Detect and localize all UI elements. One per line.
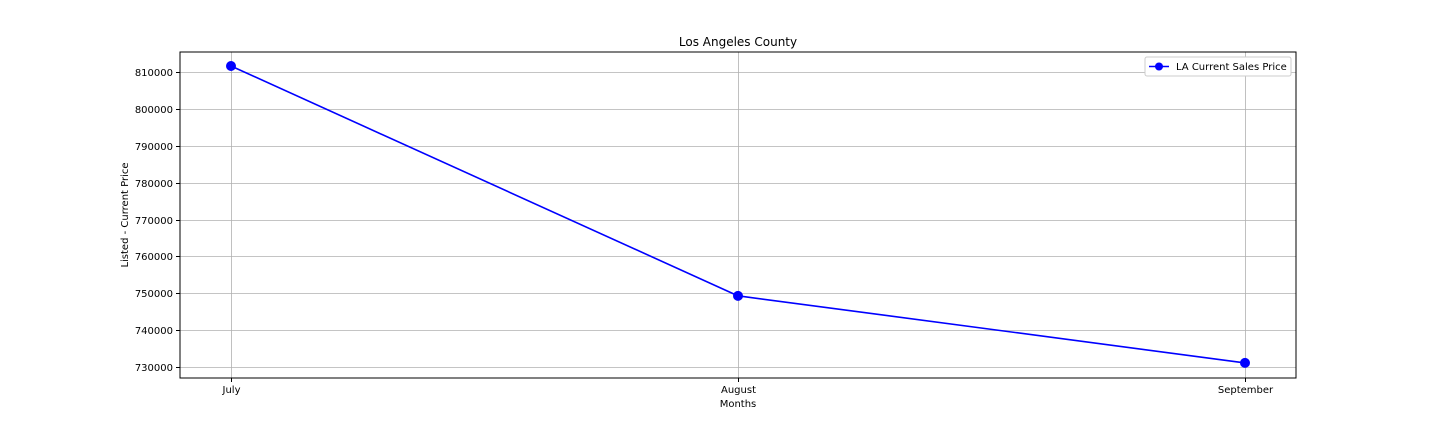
grid — [180, 52, 1296, 378]
y-axis-title: Listed - Current Price — [120, 162, 131, 267]
legend-box — [1144, 56, 1292, 77]
series-line — [230, 65, 1246, 364]
y-tick-label: 810000 — [135, 68, 173, 79]
x-tick-label: August — [721, 385, 756, 396]
x-tick-label: July — [222, 385, 241, 396]
plot-frame — [179, 51, 1297, 379]
data-point — [733, 290, 743, 301]
y-tick-label: 760000 — [135, 252, 173, 263]
x-axis-title: Months — [720, 399, 757, 410]
data-point — [1240, 357, 1250, 368]
x-axis: July August September — [222, 378, 1274, 396]
y-tick-label: 770000 — [135, 216, 173, 227]
data-point — [226, 60, 236, 71]
y-tick-label: 790000 — [135, 142, 173, 153]
y-tick-label: 740000 — [135, 326, 173, 337]
y-tick-label: 730000 — [135, 363, 173, 374]
chart-title: Los Angeles County — [679, 35, 797, 49]
x-tick-label: September — [1218, 385, 1274, 396]
series-layer — [226, 60, 1250, 368]
legend-label: LA Current Sales Price — [1176, 62, 1287, 73]
legend-marker — [1155, 62, 1163, 71]
legend: LA Current Sales Price — [1144, 56, 1292, 77]
y-axis: 730000 740000 750000 760000 770000 780000 7900… — [135, 68, 180, 374]
y-tick-label: 780000 — [135, 179, 173, 190]
y-tick-label: 800000 — [135, 105, 173, 116]
y-tick-label: 750000 — [135, 289, 173, 300]
